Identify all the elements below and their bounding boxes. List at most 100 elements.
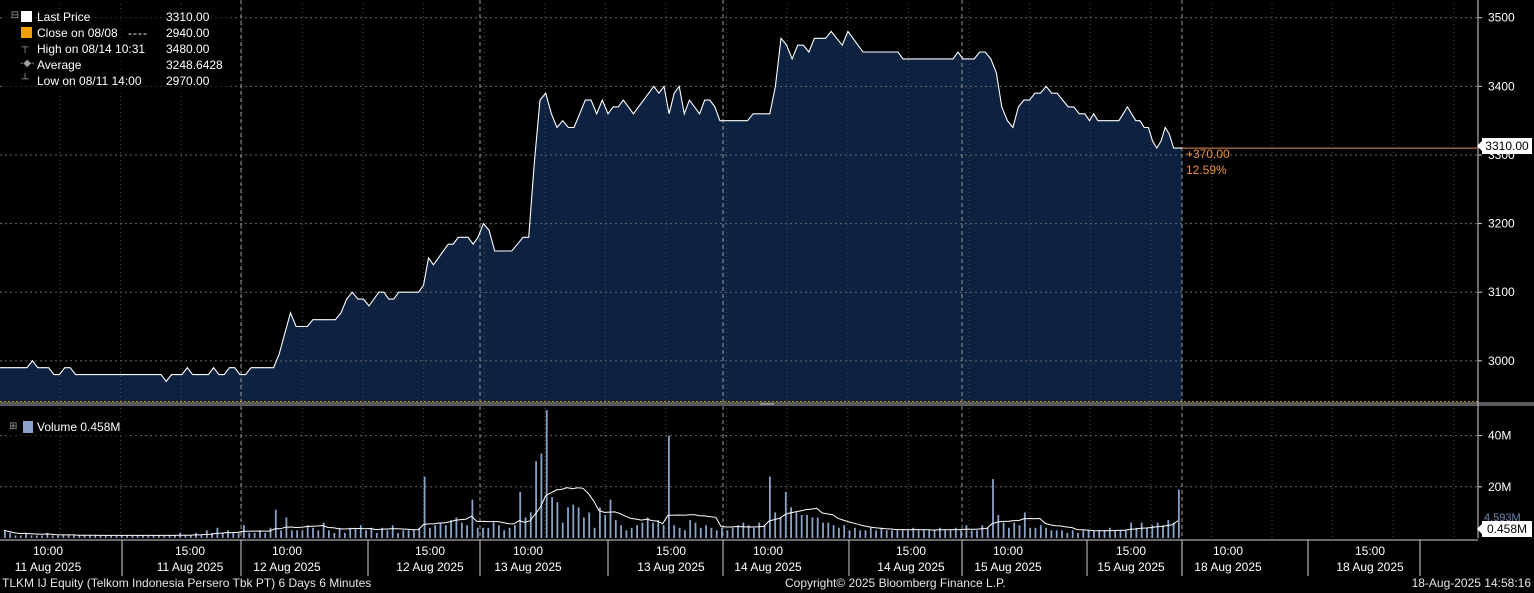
expand-icon[interactable]: ⊞ [9, 421, 18, 432]
volume-bar [519, 491, 522, 538]
legend-low[interactable]: ┴ Low on 08/11 14:00 2970.00 [4, 73, 231, 89]
legend-last-price[interactable]: ⊟ Last Price 3310.00 [4, 9, 231, 25]
legend-label: High on 08/14 10:31 [37, 42, 146, 56]
volume-bar [1135, 527, 1138, 538]
volume-legend[interactable]: ⊞ Volume 0.458M [6, 418, 130, 436]
volume-bar [939, 527, 941, 538]
timestamp: 18-Aug-2025 14:58:16 [1411, 576, 1531, 590]
volume-bar [221, 532, 224, 538]
price-line [0, 30, 1182, 383]
volume-bar [259, 530, 261, 538]
price-tick-label: 3100 [1488, 285, 1515, 299]
volume-bar [407, 530, 410, 538]
volume-bar [227, 530, 229, 538]
volume-bar [434, 525, 437, 538]
volume-bar [827, 522, 830, 538]
legend-label: Average [37, 58, 82, 72]
volume-bar [4, 530, 6, 538]
volume-bar [678, 527, 681, 538]
volume-bar [365, 530, 367, 538]
volume-bar [195, 532, 197, 538]
volume-bar [338, 527, 341, 538]
volume-bar [705, 525, 707, 538]
volume-bar [567, 507, 569, 538]
volume-bar [726, 530, 729, 538]
volume-bar [1087, 530, 1090, 538]
legend-value: 2940.00 [166, 26, 210, 40]
date-tick-label: 15 Aug 2025 [1097, 560, 1165, 574]
volume-bar [1061, 530, 1063, 538]
volume-bar [1023, 512, 1026, 538]
volume-bars [3, 410, 1180, 538]
time-tick-label: 15:00 [415, 544, 445, 558]
volume-bar [646, 517, 649, 538]
volume-bar [30, 535, 33, 538]
volume-bar [163, 535, 166, 538]
volume-swatch [23, 421, 33, 433]
volume-bar [381, 527, 383, 538]
time-tick-label: 15:00 [1355, 544, 1385, 558]
volume-bar [370, 527, 373, 538]
volume-bar [1103, 530, 1106, 538]
legend-average[interactable]: -◆- Average 3248.6428 [4, 57, 231, 73]
time-tick-label: 10:00 [33, 544, 63, 558]
volume-bar [742, 522, 745, 538]
volume-bar [200, 535, 203, 538]
change-abs: +370.00 [1186, 147, 1230, 161]
date-tick-label: 11 Aug 2025 [157, 560, 224, 574]
volume-bar [864, 530, 867, 538]
time-tick-label: 15:00 [1116, 544, 1146, 558]
volume-bar [917, 530, 920, 538]
volume-bar [625, 530, 628, 538]
volume-bar [158, 535, 160, 538]
volume-bar [1013, 522, 1016, 538]
volume-bar [859, 530, 862, 538]
volume-bar [1178, 489, 1180, 538]
volume-bar [35, 535, 38, 538]
volume-bar [1034, 527, 1037, 538]
volume-bar [753, 527, 755, 538]
time-tick-label: 10:00 [272, 544, 302, 558]
volume-bar [1114, 530, 1117, 538]
collapse-icon[interactable]: ⊟ [10, 10, 20, 21]
time-tick-label: 15:00 [896, 544, 926, 558]
volume-bar [731, 527, 734, 538]
time-tick-label: 15:00 [175, 544, 205, 558]
high-marker-icon: ┬ [21, 42, 29, 53]
pane-divider-handle [760, 403, 774, 405]
volume-bar [174, 535, 176, 538]
volume-bar [816, 517, 819, 538]
volume-bar [662, 525, 665, 538]
volume-bar [1082, 530, 1085, 538]
volume-bar [944, 530, 947, 538]
volume-bar [104, 535, 107, 538]
legend-close[interactable]: Close on 08/08 ---- 2940.00 [4, 25, 231, 41]
volume-bar [986, 527, 989, 538]
volume-bar [391, 525, 394, 538]
volume-bar [253, 532, 256, 538]
date-tick-label: 18 Aug 2025 [1336, 560, 1404, 574]
volume-bar [630, 527, 633, 538]
legend-high[interactable]: ┬ High on 08/14 10:31 3480.00 [4, 41, 231, 57]
low-marker-icon: ┴ [21, 74, 29, 85]
volume-bar [344, 532, 346, 538]
volume-last-badge: 0.458M [1477, 521, 1532, 537]
volume-tick-label: 20M [1488, 480, 1511, 494]
volume-bar [460, 522, 463, 538]
volume-bar [444, 525, 447, 538]
volume-bar [328, 530, 330, 538]
time-tick-label: 10:00 [753, 544, 783, 558]
price-tick-label: 3500 [1488, 11, 1515, 25]
volume-bar [912, 527, 915, 538]
volume-bar [1002, 522, 1005, 538]
time-tick-label: 10:00 [513, 544, 543, 558]
price-tick-label: 3200 [1488, 217, 1515, 231]
volume-bar [652, 522, 654, 538]
volume-bar [46, 532, 49, 538]
volume-bar [784, 491, 787, 538]
volume-bar [981, 525, 984, 538]
volume-bar [1098, 530, 1101, 538]
date-tick-label: 12 Aug 2025 [253, 560, 321, 574]
volume-bar [450, 520, 452, 538]
